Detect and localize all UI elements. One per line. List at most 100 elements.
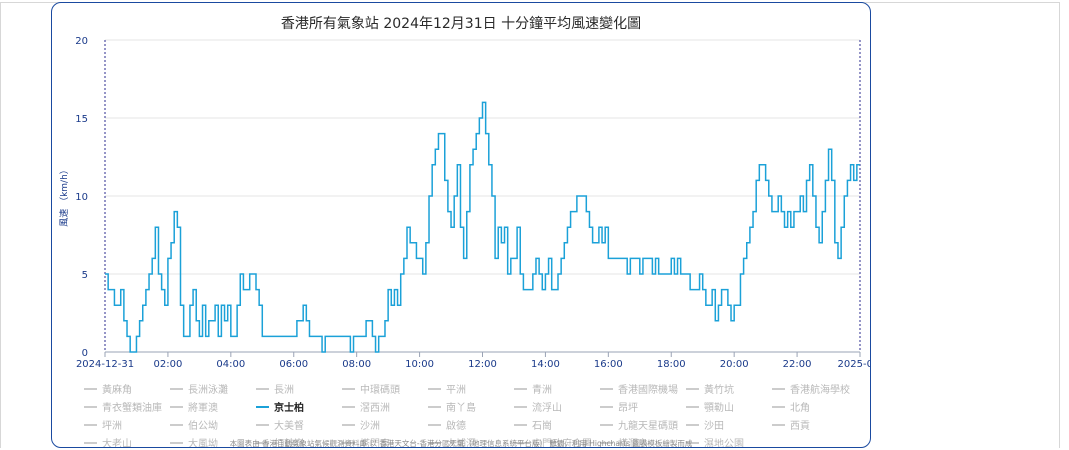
legend-item[interactable]: 石崗 (514, 417, 600, 432)
legend-label: 京士柏 (274, 403, 304, 414)
legend-item[interactable]: 塔門東 (342, 435, 428, 447)
legend-swatch-icon (514, 441, 527, 444)
series-legend: 黃麻角 長洲泳灘 長洲 中環碼頭 平洲 青洲 香港國際機場 黃竹坑 香港航海學校青衣蟹類油庫 將軍… (84, 381, 864, 448)
legend-item[interactable]: 平洲 (428, 381, 514, 396)
legend-item[interactable]: 沙田 (686, 417, 772, 432)
legend-label: 顎勒山 (704, 403, 734, 414)
legend-swatch-icon (514, 423, 527, 426)
legend-item[interactable]: 滘西洲 (342, 399, 428, 414)
legend-item[interactable]: 南丫島 (428, 399, 514, 414)
legend-item[interactable]: 打鼓嶺 (256, 435, 342, 448)
legend-swatch-icon (514, 387, 527, 390)
legend-swatch-icon (686, 441, 699, 444)
legend-item[interactable]: 將軍澳 (170, 399, 256, 414)
legend-label: 坪洲 (102, 421, 122, 432)
legend-item[interactable]: 京士柏 (256, 399, 342, 414)
legend-item[interactable]: 中環碼頭 (342, 381, 428, 396)
legend-item[interactable]: 青衣蟹類油庫 (84, 399, 170, 414)
legend-label: 沙田 (704, 421, 724, 432)
legend-label: 黃麻角 (102, 385, 132, 396)
legend-item[interactable]: 大風坳 (170, 435, 256, 448)
series-line-京士柏[interactable] (105, 101, 860, 353)
chart-plot[interactable]: 0 5 10 15 20 風速 （km/h） 2024-12-31 02:00 04:00 06:… (52, 3, 870, 375)
legend-item[interactable]: 顎勒山 (686, 399, 772, 414)
legend-label: 大風坳 (188, 439, 218, 448)
x-tick-label: 14:00 (531, 359, 560, 370)
y-tick-label: 15 (75, 114, 88, 125)
legend-swatch-icon (84, 387, 97, 390)
legend-item[interactable]: 屯門政府合署 (514, 435, 600, 447)
legend-item[interactable]: 長洲 (256, 381, 342, 396)
legend-label: 大埔滘 (446, 439, 476, 448)
legend-item[interactable]: 香港國際機場 (600, 381, 686, 396)
y-axis-title: 風速 （km/h） (59, 165, 70, 227)
x-tick-label: 22:00 (783, 359, 812, 370)
legend-label: 黃竹坑 (704, 385, 734, 396)
legend-item[interactable]: 昂坪 (600, 399, 686, 414)
chart-credit: 本圖表由 香港自動氣象站氣候觀測資料庫 以 香港天文台-香港分區天氣（地理信息系… (229, 439, 693, 448)
y-tick-label: 0 (82, 348, 88, 359)
legend-item[interactable]: 北角 (772, 399, 858, 414)
legend-item[interactable]: 長洲泳灘 (170, 381, 256, 396)
legend-label: 沙洲 (360, 421, 380, 432)
legend-item[interactable]: 青洲 (514, 381, 600, 396)
legend-swatch-icon (600, 423, 613, 426)
legend-swatch-icon (772, 405, 785, 408)
legend-swatch-icon (170, 441, 183, 444)
legend-swatch-icon (84, 423, 97, 426)
legend-swatch-icon (84, 441, 97, 444)
legend-swatch-icon (514, 405, 527, 408)
legend-item[interactable]: 西貢 (772, 417, 858, 432)
legend-label: 青洲 (532, 385, 552, 396)
legend-item[interactable]: 啟德 (428, 417, 514, 432)
legend-swatch-icon (170, 423, 183, 426)
legend-label: 啟德 (446, 421, 466, 432)
x-tick-label: 16:00 (594, 359, 623, 370)
legend-label: 伯公坳 (188, 421, 218, 432)
legend-label: 平洲 (446, 385, 466, 396)
legend-item[interactable]: 九龍天星碼頭 (600, 417, 686, 432)
legend-label: 香港航海學校 (790, 385, 850, 396)
legend-swatch-icon (256, 441, 269, 444)
legend-swatch-icon (170, 405, 183, 408)
legend-item[interactable]: 香港航海學校 (772, 381, 858, 396)
legend-label: 九龍天星碼頭 (618, 421, 678, 432)
legend-swatch-icon (342, 441, 355, 444)
legend-swatch-icon (600, 387, 613, 390)
legend-item[interactable]: 坪洲 (84, 417, 170, 432)
legend-swatch-icon (428, 423, 441, 426)
legend-item[interactable]: 濕地公園 (686, 435, 772, 448)
legend-swatch-icon (428, 387, 441, 390)
legend-item[interactable]: 大埔滘 (428, 435, 514, 448)
legend-label: 大美督 (274, 421, 304, 432)
legend-item[interactable]: 橫瀾島 (600, 435, 686, 447)
x-tick-label: 18:00 (657, 359, 686, 370)
legend-swatch-icon (686, 423, 699, 426)
legend-item[interactable]: 伯公坳 (170, 417, 256, 432)
legend-swatch-icon (170, 387, 183, 390)
legend-label: 香港國際機場 (618, 385, 678, 396)
legend-swatch-icon (342, 405, 355, 408)
legend-label: 將軍澳 (188, 403, 218, 414)
legend-label: 濕地公園 (704, 439, 744, 448)
legend-label: 大老山 (102, 439, 132, 448)
x-tick-label: 02:00 (154, 359, 183, 370)
x-tick-label: 04:00 (216, 359, 245, 370)
legend-swatch-icon (256, 423, 269, 426)
legend-swatch-icon (342, 423, 355, 426)
y-tick-label: 20 (75, 36, 88, 47)
legend-swatch-icon (772, 423, 785, 426)
legend-item[interactable]: 大老山 (84, 435, 170, 448)
x-tick-label: 08:00 (342, 359, 371, 370)
legend-item[interactable]: 黃麻角 (84, 381, 170, 396)
legend-label: 昂坪 (618, 403, 638, 414)
legend-swatch-icon (256, 405, 269, 408)
legend-swatch-icon (428, 405, 441, 408)
legend-item[interactable]: 流浮山 (514, 399, 600, 414)
legend-label: 打鼓嶺 (274, 439, 304, 448)
legend-item[interactable]: 沙洲 (342, 417, 428, 432)
legend-swatch-icon (342, 387, 355, 390)
legend-item[interactable]: 黃竹坑 (686, 381, 772, 396)
legend-item[interactable]: 大美督 (256, 417, 342, 432)
